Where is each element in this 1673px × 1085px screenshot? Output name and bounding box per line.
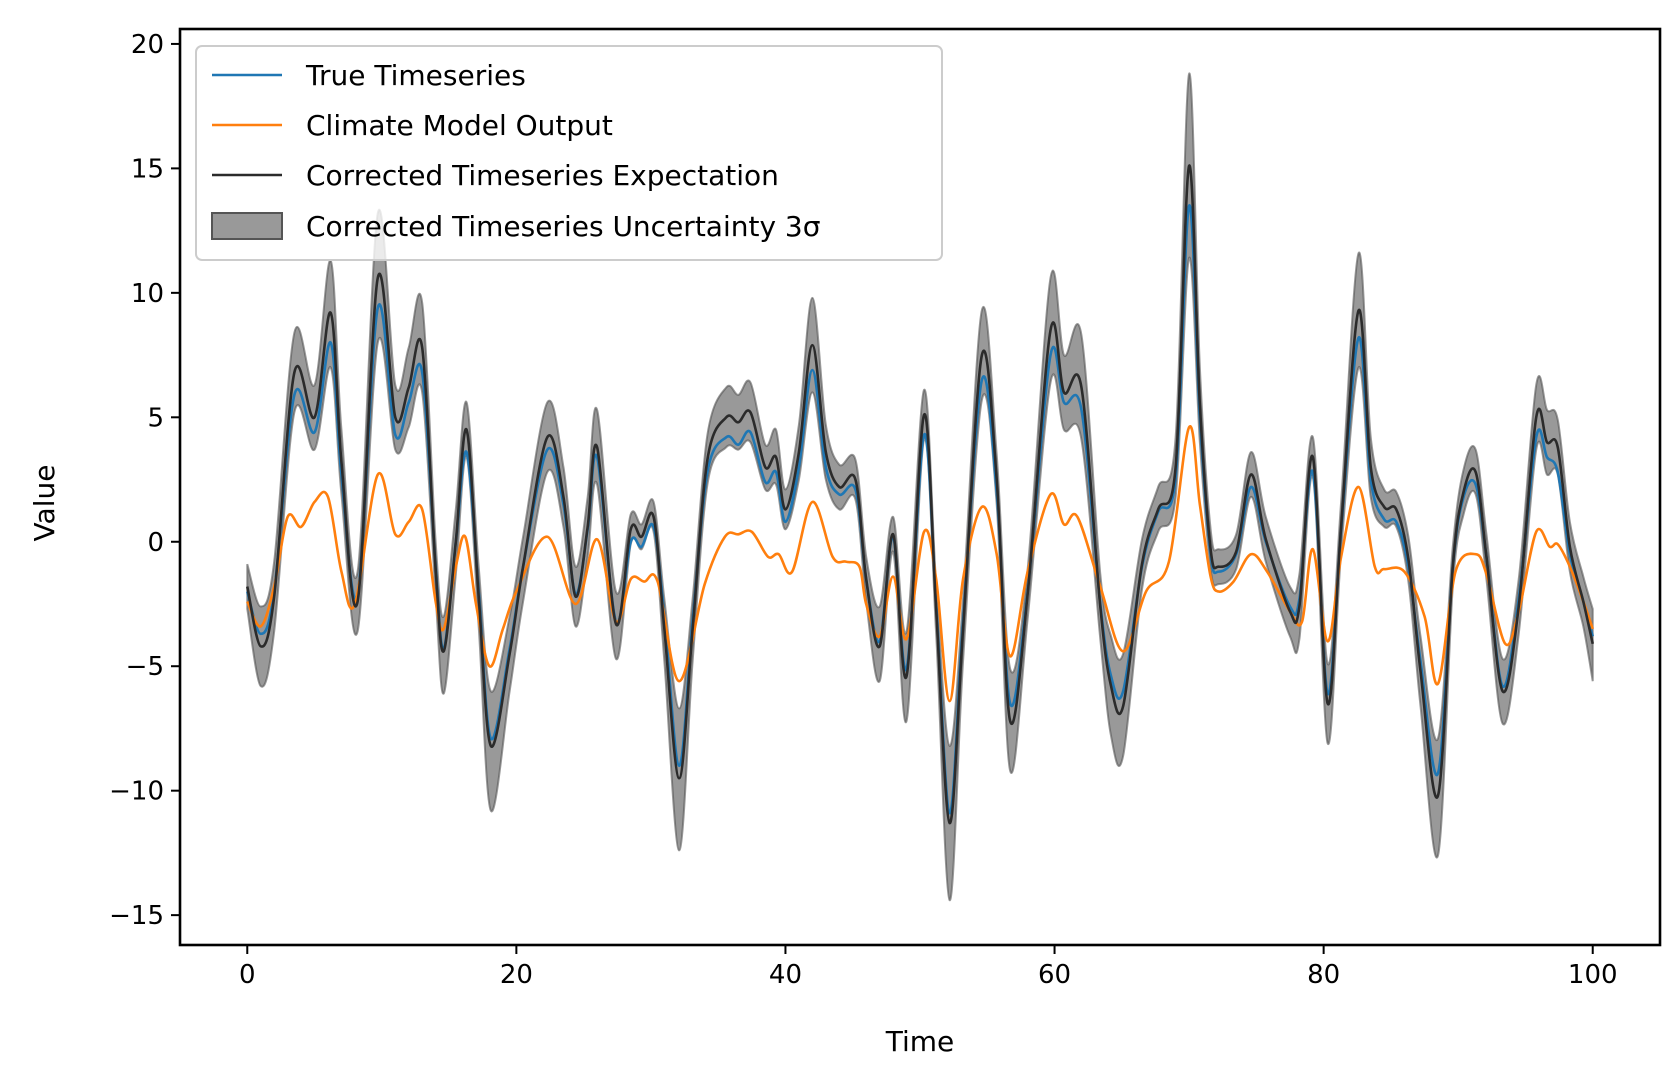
y-axis-label: Value — [28, 465, 61, 542]
legend-item-corrected-expectation: Corrected Timeseries Expectation — [212, 159, 779, 192]
y-axis: −15 −10 −5 0 5 10 15 20 — [109, 30, 180, 931]
legend: True Timeseries Climate Model Output Corre… — [195, 45, 943, 261]
y-tick-label: −10 — [109, 777, 164, 807]
uncertainty-band — [246, 72, 1594, 902]
x-tick-label: 100 — [1568, 960, 1618, 990]
y-tick-label: 0 — [147, 528, 164, 558]
y-tick-label: 5 — [147, 403, 164, 433]
legend-label: Corrected Timeseries Uncertainty 3σ — [306, 210, 821, 243]
y-tick-label: 15 — [131, 154, 164, 184]
corrected-expectation-line — [246, 164, 1594, 825]
legend-label: Corrected Timeseries Expectation — [306, 159, 779, 192]
x-tick-label: 80 — [1307, 960, 1340, 990]
legend-frame — [195, 45, 943, 261]
legend-label: Climate Model Output — [306, 109, 613, 142]
x-axis-label: Time — [885, 1025, 955, 1058]
y-tick-label: 10 — [131, 279, 164, 309]
uncertainty-band-layer — [246, 72, 1594, 902]
legend-item-uncertainty: Corrected Timeseries Uncertainty 3σ — [211, 210, 821, 243]
x-tick-label: 60 — [1038, 960, 1071, 990]
legend-item-true-timeseries: True Timeseries — [212, 59, 526, 92]
plot-frame — [178, 27, 1662, 947]
y-tick-label: −15 — [109, 901, 164, 931]
x-tick-label: 0 — [239, 960, 256, 990]
series-layer — [246, 164, 1594, 825]
legend-label: True Timeseries — [305, 59, 526, 92]
x-tick-label: 40 — [769, 960, 802, 990]
x-tick-label: 20 — [500, 960, 533, 990]
legend-item-climate-model-output: Climate Model Output — [212, 109, 613, 142]
y-tick-label: 20 — [131, 30, 164, 60]
y-tick-label: −5 — [126, 652, 164, 682]
x-axis: 0 20 40 60 80 100 — [239, 945, 1618, 990]
legend-swatch — [211, 212, 283, 240]
